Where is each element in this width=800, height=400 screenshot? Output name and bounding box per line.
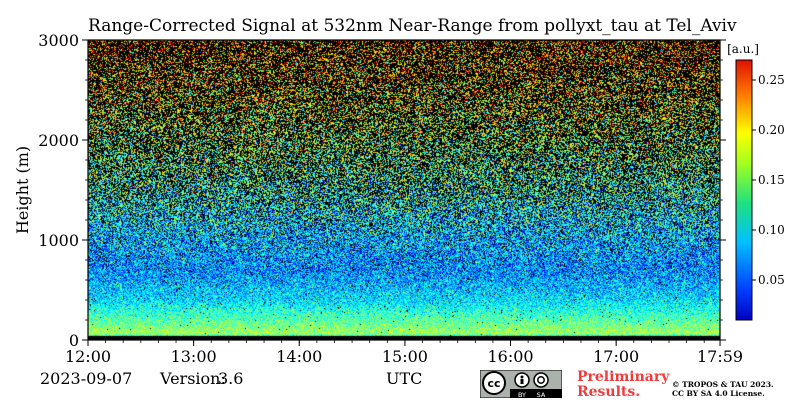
x-tick-label: 17:00 <box>593 347 639 366</box>
cc-license-badge[interactable]: cc BY SA <box>480 370 562 398</box>
colorbar-tick-label: 0.15 <box>758 173 785 187</box>
cc-icon <box>482 371 506 395</box>
colorbar-unit: [a.u.] <box>727 42 759 56</box>
cc-by-text: BY <box>518 391 526 398</box>
copyright-note: © TROPOS & TAU 2023. CC BY SA 4.0 Licens… <box>672 380 774 398</box>
preliminary-note: Preliminary Results. <box>577 369 670 400</box>
copyright-line-2: CC BY SA 4.0 License. <box>672 388 765 398</box>
x-axis-label: UTC <box>386 369 423 388</box>
y-axis: 0 1000 2000 3000 <box>38 31 726 350</box>
svg-text:cc: cc <box>487 377 500 390</box>
y-tick-label: 1000 <box>38 231 79 250</box>
version-label: Version: <box>160 369 226 388</box>
colorbar-ticks: 0.05 0.10 0.15 0.20 0.25 <box>752 73 785 287</box>
colorbar-tick-label: 0.25 <box>758 73 785 87</box>
x-tick-label: 14:00 <box>276 347 322 366</box>
cc-sa-text: SA <box>537 391 546 398</box>
y-tick-label: 0 <box>69 331 79 350</box>
x-axis: 12:00 13:00 14:00 15:00 16:00 17:00 17:59 <box>65 340 743 366</box>
x-tick-label: 17:59 <box>697 347 743 366</box>
colorbar <box>735 59 753 321</box>
x-tick-label: 12:00 <box>65 347 111 366</box>
colorbar-tick-label: 0.20 <box>758 123 785 137</box>
y-tick-label: 2000 <box>38 131 79 150</box>
copyright-line-1: © TROPOS & TAU 2023. <box>672 380 774 389</box>
version-value: 3.6 <box>218 369 244 388</box>
x-tick-label: 13:00 <box>171 347 217 366</box>
x-tick-label: 16:00 <box>487 347 533 366</box>
sa-share-icon <box>533 372 549 388</box>
plot-frame <box>87 39 721 341</box>
date-label: 2023-09-07 <box>40 369 133 388</box>
y-axis-label: Height (m) <box>13 146 32 234</box>
colorbar-tick-label: 0.10 <box>758 223 785 237</box>
colorbar-tick-label: 0.05 <box>758 273 785 287</box>
x-tick-label: 15:00 <box>382 347 428 366</box>
chart-title: Range-Corrected Signal at 532nm Near-Ran… <box>88 16 737 36</box>
heatmap-canvas <box>88 40 720 340</box>
y-tick-label: 3000 <box>38 31 79 50</box>
